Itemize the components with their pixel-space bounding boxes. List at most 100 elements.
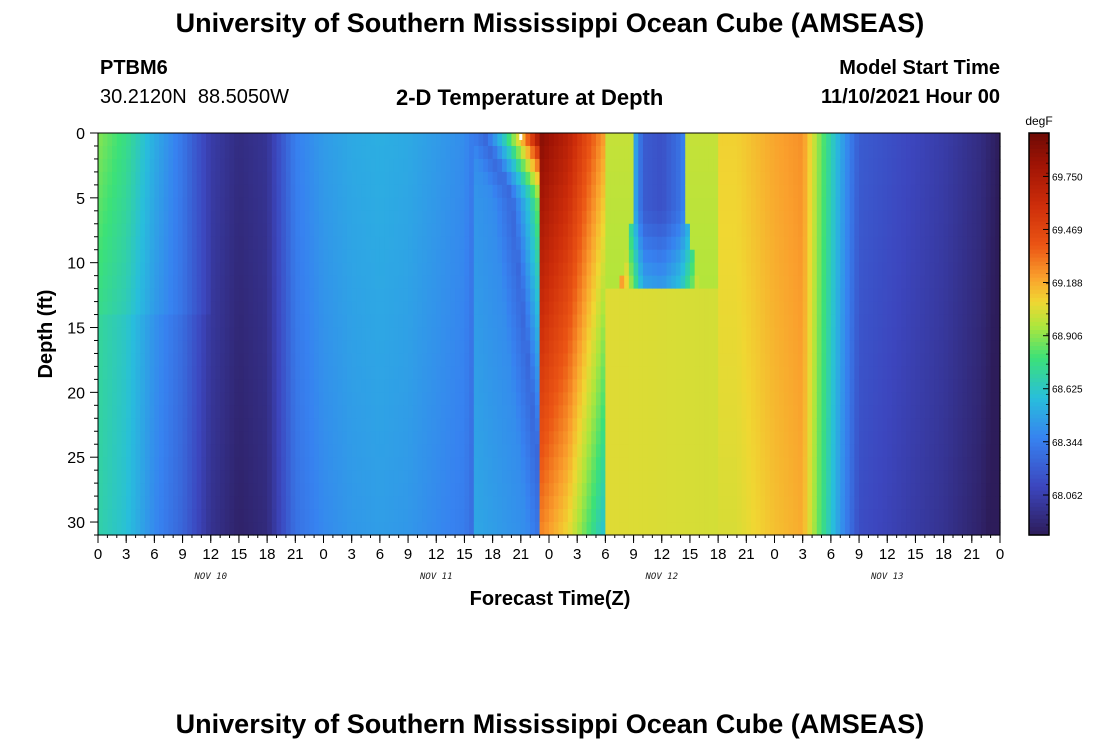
heatmap-cell	[478, 366, 484, 380]
heatmap-cell	[807, 509, 813, 523]
heatmap-cell	[624, 197, 630, 212]
heatmap-cell	[647, 171, 653, 186]
heatmap-cell	[577, 457, 583, 471]
heatmap-cell	[196, 275, 202, 290]
heatmap-cell	[779, 249, 785, 264]
heatmap-cell	[144, 197, 151, 212]
heatmap-cell	[304, 366, 311, 380]
heatmap-cell	[361, 288, 367, 303]
heatmap-cell	[826, 405, 832, 419]
heatmap-cell	[116, 275, 123, 290]
heatmap-cell	[215, 496, 221, 510]
heatmap-cell	[718, 366, 724, 380]
heatmap-cell	[102, 509, 108, 523]
heatmap-cell	[422, 197, 428, 212]
heatmap-cell	[628, 145, 635, 160]
heatmap-cell	[290, 366, 296, 380]
heatmap-cell	[271, 314, 278, 329]
heatmap-cell	[708, 327, 715, 342]
heatmap-cell	[436, 301, 442, 316]
heatmap-cell	[525, 444, 531, 458]
heatmap-cell	[802, 327, 808, 342]
heatmap-cell	[680, 483, 686, 497]
heatmap-cell	[323, 340, 329, 355]
heatmap-cell	[440, 483, 447, 497]
heatmap-cell	[732, 379, 738, 393]
heatmap-cell	[191, 353, 198, 368]
heatmap-cell	[689, 288, 696, 303]
heatmap-cell	[553, 418, 559, 432]
heatmap-cell	[238, 457, 245, 471]
heatmap-cell	[238, 353, 245, 368]
heatmap-cell	[525, 340, 531, 355]
heatmap-cell	[309, 444, 315, 458]
heatmap-cell	[671, 392, 677, 406]
heatmap-cell	[149, 158, 155, 173]
heatmap-cell	[591, 314, 597, 329]
heatmap-cell	[379, 457, 386, 471]
heatmap-cell	[304, 223, 311, 238]
heatmap-cell	[450, 249, 456, 264]
heatmap-cell	[459, 496, 466, 510]
heatmap-cell	[403, 184, 409, 199]
heatmap-cell	[478, 223, 484, 238]
heatmap-cell	[314, 314, 320, 329]
heatmap-cell	[455, 133, 461, 147]
heatmap-cell	[534, 314, 541, 329]
heatmap-cell	[215, 457, 221, 471]
heatmap-cell	[464, 353, 470, 368]
heatmap-cell	[657, 301, 663, 316]
heatmap-cell	[149, 457, 155, 471]
heatmap-cell	[595, 301, 602, 316]
heatmap-cell	[393, 457, 400, 471]
heatmap-cell	[704, 288, 710, 303]
heatmap-cell	[671, 327, 677, 342]
heatmap-cell	[478, 340, 484, 355]
heatmap-cell	[384, 184, 390, 199]
heatmap-cell	[722, 366, 729, 380]
heatmap-cell	[403, 314, 409, 329]
heatmap-cell	[112, 197, 118, 212]
heatmap-cell	[840, 197, 846, 212]
model-start-value: 11/10/2021 Hour 00	[820, 86, 1000, 108]
heatmap-cell	[760, 133, 766, 147]
heatmap-cell	[558, 418, 564, 432]
heatmap-cell	[694, 288, 700, 303]
heatmap-cell	[699, 379, 705, 393]
heatmap-cell	[253, 379, 259, 393]
heatmap-cell	[206, 301, 212, 316]
heatmap-cell	[807, 457, 813, 471]
heatmap-cell	[398, 366, 404, 380]
heatmap-cell	[361, 236, 367, 251]
heatmap-cell	[722, 509, 729, 523]
heatmap-cell	[722, 223, 729, 238]
heatmap-cell	[783, 171, 790, 186]
heatmap-cell	[426, 418, 433, 432]
heatmap-cell	[610, 457, 616, 471]
heatmap-cell	[741, 444, 747, 458]
heatmap-cell	[408, 418, 414, 432]
heatmap-cell	[304, 197, 311, 212]
heatmap-cell	[807, 405, 813, 419]
heatmap-cell	[797, 262, 804, 277]
heatmap-cell	[408, 431, 414, 445]
heatmap-cell	[98, 353, 104, 368]
heatmap-cell	[290, 405, 296, 419]
heatmap-cell	[502, 340, 508, 355]
heatmap-cell	[713, 418, 719, 432]
heatmap-cell	[440, 262, 447, 277]
heatmap-cell	[417, 236, 423, 251]
heatmap-cell	[854, 133, 860, 147]
heatmap-cell	[107, 145, 113, 160]
heatmap-cell	[375, 509, 381, 523]
heatmap-cell	[102, 418, 108, 432]
heatmap-cell	[342, 145, 348, 160]
heatmap-cell	[412, 249, 419, 264]
heatmap-cell	[309, 301, 315, 316]
heatmap-cell	[774, 379, 780, 393]
heatmap-cell	[196, 522, 202, 536]
heatmap-cell	[671, 431, 677, 445]
heatmap-cell	[610, 236, 616, 251]
heatmap-cell	[431, 470, 437, 484]
heatmap-cell	[149, 145, 155, 160]
